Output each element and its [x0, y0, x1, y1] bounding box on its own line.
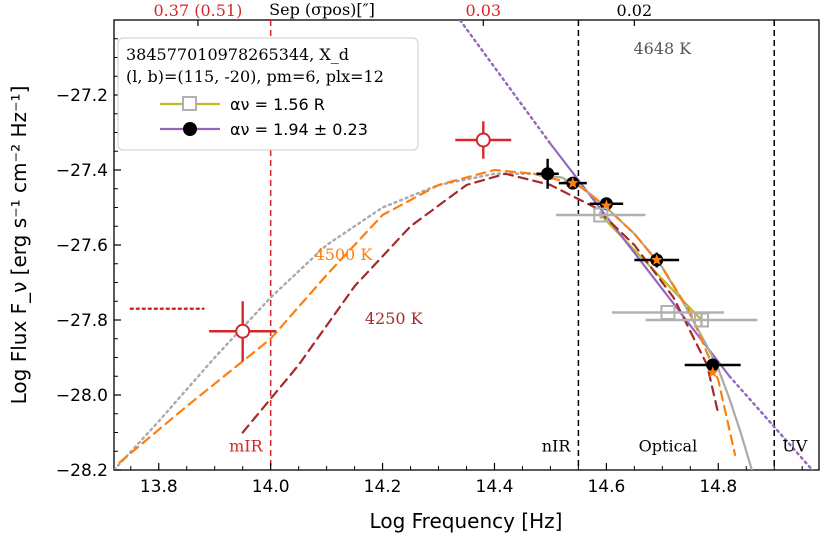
temp-annotation-0: 4648 K: [633, 39, 692, 58]
legend-header-line2: (l, b)=(115, -20), pm=6, plx=12: [126, 67, 384, 86]
temp-annotation-1: 4500 K: [315, 245, 374, 264]
point-4-0: [593, 207, 609, 223]
series-line-9: [114, 172, 535, 470]
y-axis-title: Log Flux F_ν [erg s⁻¹ cm⁻² Hz⁻¹]: [7, 86, 31, 405]
temp-annotation-2: 4250 K: [365, 309, 424, 328]
point-1-0: [235, 323, 251, 339]
series-line-10: [532, 172, 753, 470]
point-2-4: [706, 358, 720, 372]
point-3-2: [651, 254, 663, 265]
x-tick-label-3: 14.4: [476, 477, 514, 497]
point-1-1: [475, 132, 491, 148]
y-tick-label-0: −27.2: [56, 86, 108, 106]
x-tick-label-4: 14.6: [587, 477, 625, 497]
top-tick-label-1: 0.03: [465, 1, 501, 20]
top-axis-title: Sep (σpos)[″]: [269, 0, 375, 19]
point-2-0: [541, 167, 555, 181]
legend: 384577010978265344, X_d (l, b)=(115, -20…: [117, 37, 419, 151]
y-tick-label-4: −28.0: [56, 386, 108, 406]
series-line-11: [118, 168, 737, 464]
legend-alpha-label: αν = 1.94 ± 0.23: [230, 120, 368, 139]
vline-label-uv: UV: [782, 436, 807, 455]
x-tick-label-2: 14.2: [364, 477, 402, 497]
point-3-0: [567, 177, 579, 188]
legend-header-line1: 384577010978265344, X_d: [126, 45, 349, 64]
legend-r-label: αν = 1.56 R: [230, 95, 325, 114]
point-3-1: [600, 199, 613, 211]
y-tick-label-5: −28.2: [56, 461, 108, 481]
point-4-2: [694, 312, 709, 328]
legend-r-marker: [182, 96, 197, 111]
vline-label-nir: nIR: [542, 436, 572, 455]
x-tick-label-0: 13.8: [140, 477, 178, 497]
legend-box: [117, 37, 419, 151]
y-tick-label-3: −27.8: [56, 311, 108, 331]
top-tick-label-0: 0.37 (0.51): [154, 1, 243, 20]
region-label-0: Optical: [639, 436, 698, 455]
x-tick-label-1: 14.0: [252, 477, 290, 497]
y-tick-label-2: −27.6: [56, 236, 108, 256]
series-line-12: [241, 172, 720, 434]
legend-alpha-marker: [183, 122, 197, 136]
top-tick-label-2: 0.02: [617, 1, 653, 20]
x-tick-label-5: 14.8: [699, 477, 737, 497]
y-tick-label-1: −27.4: [56, 161, 108, 181]
series-line-7: [458, 20, 552, 145]
point-3-3: [707, 366, 719, 378]
series-line-8: [728, 375, 814, 470]
x-axis-title: Log Frequency [Hz]: [370, 509, 563, 533]
vline-label-mir: mIR: [229, 436, 263, 455]
